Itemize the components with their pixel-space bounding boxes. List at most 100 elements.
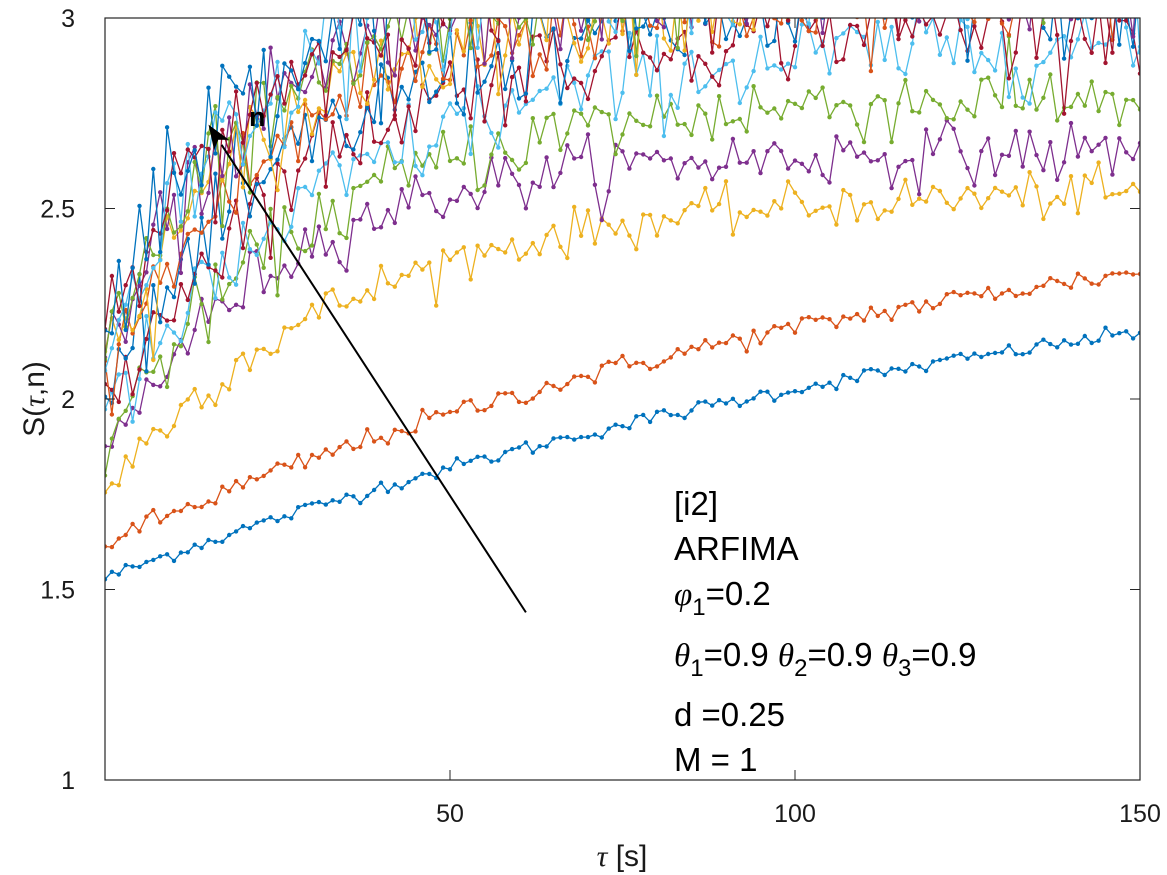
data-point — [496, 10, 500, 14]
data-point — [986, 5, 990, 9]
data-point — [772, 324, 777, 329]
data-point — [710, 13, 714, 17]
data-point — [296, 322, 301, 328]
data-point — [475, 243, 480, 248]
data-point — [606, 426, 611, 431]
data-point — [923, 88, 929, 94]
data-point — [717, 0, 721, 4]
data-point — [371, 77, 377, 82]
data-point — [696, 18, 701, 23]
data-point — [282, 205, 287, 210]
data-point — [199, 504, 204, 510]
data-point — [585, 37, 591, 43]
data-point — [461, 461, 466, 467]
data-point — [841, 187, 846, 193]
data-point — [378, 480, 384, 485]
data-point — [1061, 111, 1067, 116]
data-point — [358, 217, 363, 222]
data-point — [627, 111, 632, 116]
data-point — [247, 247, 253, 252]
data-point — [178, 402, 184, 408]
data-point — [220, 236, 225, 241]
data-point — [647, 156, 653, 161]
data-point — [233, 302, 239, 307]
data-point — [861, 368, 867, 373]
data-point — [744, 399, 749, 404]
data-point — [454, 156, 460, 161]
data-point — [509, 74, 515, 80]
data-point — [551, 436, 556, 441]
data-point — [158, 520, 163, 525]
data-point — [406, 97, 411, 102]
data-point — [875, 94, 880, 99]
data-point — [227, 100, 232, 105]
data-point — [475, 408, 480, 413]
data-point — [682, 48, 687, 53]
annotation-block: [i2] ARFIMA φ1=0.2 θ1=0.9 θ2=0.9 θ3=0.9 … — [674, 485, 977, 778]
data-point — [538, 13, 542, 17]
data-point — [910, 0, 914, 4]
data-point — [889, 0, 893, 1]
data-point — [261, 192, 266, 198]
data-point — [1117, 331, 1122, 336]
y-tick-label: 1 — [61, 767, 75, 795]
data-point — [578, 434, 584, 440]
data-point — [992, 350, 998, 356]
data-point — [979, 0, 983, 2]
data-point — [468, 458, 473, 463]
data-point — [834, 103, 839, 108]
arrow-label: n — [249, 102, 266, 132]
data-point — [882, 152, 887, 157]
data-point — [537, 33, 542, 38]
data-point — [999, 291, 1005, 296]
data-point — [848, 192, 853, 198]
data-point — [378, 73, 384, 78]
data-point — [385, 127, 391, 132]
data-point — [848, 140, 853, 145]
data-point — [578, 373, 584, 379]
data-point — [365, 151, 370, 157]
data-point — [792, 158, 798, 163]
data-point — [496, 91, 501, 97]
data-point — [282, 325, 287, 330]
data-point — [440, 76, 446, 82]
data-point — [965, 58, 970, 63]
data-point — [523, 160, 529, 166]
data-point — [820, 30, 825, 36]
data-point — [296, 505, 301, 510]
data-point — [371, 139, 377, 144]
data-point — [371, 226, 377, 231]
data-point — [703, 111, 708, 116]
data-point — [592, 105, 598, 110]
data-point — [178, 282, 184, 287]
data-point — [240, 351, 246, 356]
data-point — [972, 2, 976, 6]
data-point — [689, 132, 694, 138]
data-point — [330, 120, 335, 125]
data-point — [710, 208, 715, 213]
data-point — [289, 274, 294, 279]
data-point — [923, 30, 929, 35]
data-point — [227, 489, 232, 494]
data-point — [889, 13, 893, 17]
data-point — [116, 342, 122, 347]
data-point — [482, 408, 487, 413]
data-point — [848, 103, 853, 108]
data-point — [1068, 342, 1074, 347]
data-point — [917, 192, 922, 197]
data-point — [1041, 59, 1046, 65]
data-point — [434, 410, 439, 415]
data-point — [358, 104, 363, 110]
data-point — [813, 95, 818, 101]
y-tick-label: 3 — [61, 5, 75, 33]
data-point — [903, 71, 908, 77]
data-point — [848, 7, 852, 11]
data-point — [689, 201, 694, 206]
data-point — [213, 262, 218, 267]
data-point — [323, 226, 328, 232]
data-point — [716, 83, 722, 88]
data-point — [944, 35, 949, 40]
data-point — [137, 313, 142, 319]
data-point — [434, 303, 439, 308]
data-point — [979, 1, 983, 5]
